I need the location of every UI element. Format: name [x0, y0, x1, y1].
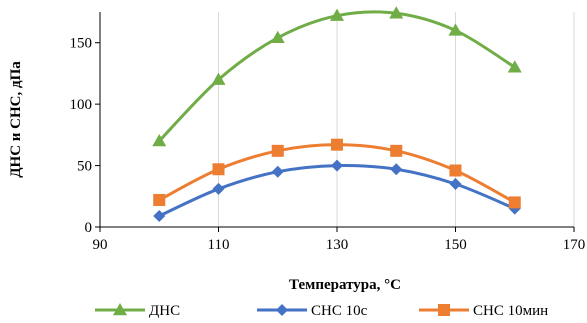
x-axis-title: Температура, °C	[289, 277, 401, 293]
data-point	[389, 6, 404, 19]
data-point	[449, 178, 462, 190]
data-point	[390, 163, 403, 176]
data-point	[448, 23, 463, 36]
data-point	[331, 159, 343, 172]
data-point	[330, 8, 344, 21]
legend-swatch-marker	[113, 303, 127, 316]
gridlines	[218, 12, 575, 227]
legend-label: СНС 10с	[311, 303, 368, 319]
data-point	[153, 193, 166, 206]
data-point	[508, 196, 521, 209]
x-tick-label: 90	[93, 237, 108, 253]
x-tick-label: 110	[208, 237, 230, 253]
legend-label: СНС 10мин	[473, 303, 548, 319]
legend-swatch-marker	[276, 304, 288, 316]
series-2	[153, 159, 521, 222]
data-point	[270, 30, 285, 44]
data-point	[153, 209, 166, 222]
data-point	[271, 144, 284, 157]
series-1	[152, 6, 522, 147]
legend-label: ДНС	[149, 303, 180, 319]
legend-item: ДНС	[95, 303, 180, 319]
y-tick-label: 150	[70, 36, 93, 52]
x-tick-label: 130	[326, 237, 349, 253]
tick-labels: 90 110 130 150 170 0 50 100 150	[70, 36, 586, 253]
y-tick-label: 50	[77, 159, 92, 175]
x-tick-label: 170	[563, 237, 586, 253]
y-axis-title: ДНС и СНС, дПа	[8, 61, 24, 178]
data-point	[449, 164, 462, 177]
data-point	[212, 163, 225, 176]
y-tick-label: 0	[85, 220, 93, 236]
y-tick-label: 100	[70, 97, 93, 113]
x-tick-label: 150	[444, 237, 467, 253]
data-point	[331, 138, 343, 151]
data-point	[212, 182, 225, 195]
data-point	[507, 60, 522, 73]
series-layer	[152, 6, 522, 222]
data-point	[152, 134, 167, 147]
legend: ДНС СНС 10с СНС 10мин	[95, 303, 548, 319]
legend-item: СНС 10с	[257, 303, 368, 319]
legend-item: СНС 10мин	[419, 303, 548, 319]
series-3	[153, 138, 521, 209]
data-point	[390, 144, 403, 157]
data-point	[271, 165, 284, 178]
legend-swatch-marker	[438, 304, 450, 316]
data-point	[211, 72, 226, 85]
